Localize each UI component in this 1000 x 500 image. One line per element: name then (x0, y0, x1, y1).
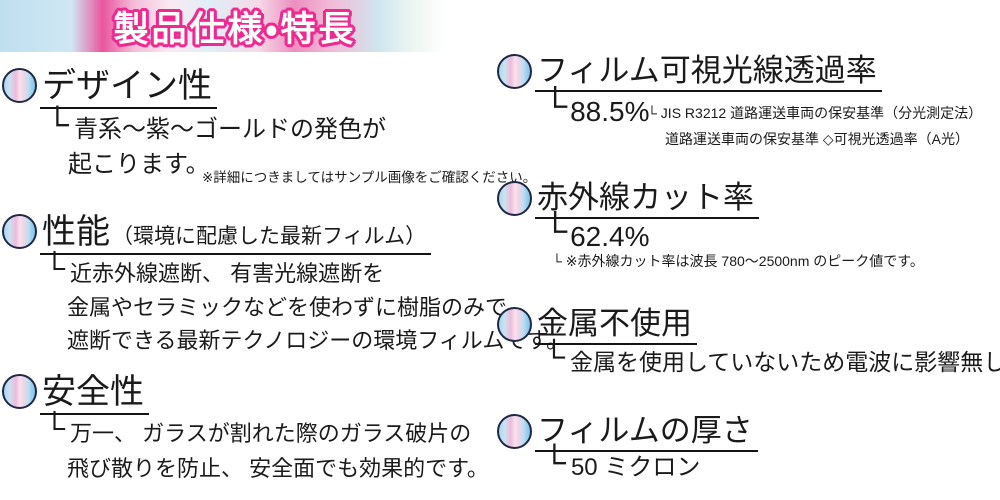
body-line: 飛び散りを防止、 安全面でも効果的です。 (67, 456, 489, 481)
gradient-circle-icon (2, 374, 37, 409)
value-line: └ 62.4% (543, 212, 650, 253)
section-metal-free: 金属不使用 (497, 306, 697, 346)
section-performance: 性能 （環境に配慮した最新フィルム） (2, 213, 432, 256)
section-thickness: フィルムの厚さ (497, 413, 758, 453)
body-text: 近赤外線遮断、 有害光線遮断を (70, 261, 385, 286)
body-line: 起こります。 (68, 151, 210, 179)
body-line: 金属やセラミックなどを使わずに樹脂のみで (67, 295, 507, 320)
section-design: デザイン性 (2, 67, 217, 110)
banner-title: 製品仕様・特長 (113, 9, 357, 49)
body-line: 遮断できる最新テクノロジーの環境フィルムです。 (67, 328, 568, 353)
body-line: └ 近赤外線遮断、 有害光線遮断を (44, 254, 385, 286)
branch-connector-icon: └ (44, 252, 66, 285)
body-text: 遮断できる最新テクノロジーの環境フィルムです。 (67, 328, 569, 353)
section-ir-cut: 赤外線カット率 (497, 180, 759, 220)
branch-connector-icon: └ (44, 412, 66, 445)
metal-free-text: 金属を使用していないため電波に影響無し。 (570, 349, 1000, 375)
section-heading: フィルム可視光線透過率 (537, 53, 877, 88)
gradient-circle-icon (497, 414, 532, 449)
branch-connector-icon: └ (543, 87, 568, 125)
body-line: └ 青系～紫～ゴールドの発色が (46, 108, 386, 144)
section-heading: デザイン性 (42, 67, 212, 105)
section-heading: 性能 (42, 213, 110, 251)
section-vlt: フィルム可視光線透過率 (497, 53, 882, 93)
body-text: 万一、 ガラスが割れた際のガラス破片の (70, 421, 472, 446)
body-line: └ 万一、 ガラスが割れた際のガラス破片の (44, 414, 472, 446)
branch-connector-icon: └ (46, 106, 69, 142)
body-text: 金属やセラミックなどを使わずに樹脂のみで (67, 295, 508, 320)
vlt-note: └ JIS R3212 道路運送車両の保安基準（分光測定法） (647, 105, 983, 121)
body-text: 青系～紫～ゴールドの発色が (73, 116, 386, 143)
vlt-value: 88.5% (570, 96, 650, 127)
design-note: ※詳細につきましてはサンプル画像をご確認ください。 (202, 170, 537, 185)
gradient-circle-icon (497, 54, 532, 89)
body-text: 起こります。 (68, 151, 210, 178)
body-line: └ 金属を使用していないため電波に影響無し。 (543, 341, 1000, 375)
section-heading: 金属不使用 (537, 306, 692, 341)
section-heading-note: （環境に配慮した最新フィルム） (112, 225, 427, 248)
gradient-circle-icon (2, 68, 37, 103)
gradient-circle-icon (497, 307, 532, 342)
branch-connector-icon: └ (543, 212, 568, 250)
section-heading: 赤外線カット率 (537, 180, 754, 215)
vlt-note: 道路運送車両の保安基準 ◇可視光透過率（A光） (665, 131, 969, 147)
value-line: └ 88.5% (543, 87, 650, 128)
product-spec-banner: 製品仕様・特長 (0, 0, 446, 52)
ir-cut-value: 62.4% (570, 221, 650, 252)
thickness-value: 50 ミクロン (570, 454, 701, 481)
gradient-circle-icon (2, 214, 37, 249)
body-text: 飛び散りを防止、 安全面でも効果的です。 (67, 456, 489, 481)
value-line: └ 50 ミクロン (543, 446, 701, 482)
gradient-circle-icon (497, 181, 532, 216)
branch-connector-icon: └ (543, 444, 566, 480)
ir-cut-note: └ ※赤外線カット率は波長 780～2500nm のピーク値です。 (552, 253, 924, 269)
section-heading: 安全性 (42, 373, 144, 411)
branch-connector-icon: └ (543, 339, 565, 374)
section-safety: 安全性 (2, 373, 149, 416)
section-heading: フィルムの厚さ (537, 413, 753, 448)
